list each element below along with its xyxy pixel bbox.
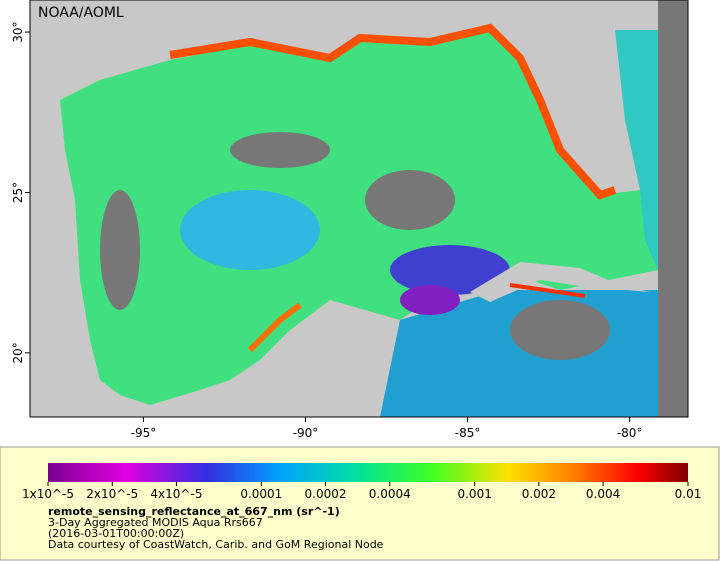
caption-product: 3-Day Aggregated MODIS Aqua Rrs667 bbox=[48, 516, 263, 529]
y-tick-label: 25° bbox=[11, 182, 25, 203]
colorbar-tick-label: 4x10^-5 bbox=[150, 487, 202, 501]
cuba-shelf bbox=[509, 283, 586, 298]
gulf-water bbox=[60, 30, 658, 405]
colorbar-tick-label: 0.0004 bbox=[369, 487, 411, 501]
colorbar-ticks: 1x10^-5 2x10^-5 4x10^-5 0.0001 0.0002 0.0004 0… bbox=[22, 482, 701, 501]
cuba bbox=[470, 262, 650, 302]
map-frame bbox=[29, 0, 689, 418]
watermark: NOAA/AOML bbox=[38, 5, 124, 21]
colorbar-tick-label: 0.0002 bbox=[305, 487, 347, 501]
x-tick-label: -85° bbox=[455, 426, 481, 440]
coastal-high bbox=[247, 302, 302, 353]
no-data bbox=[510, 300, 610, 360]
no-data bbox=[230, 132, 330, 168]
water-patch bbox=[390, 245, 510, 295]
colorbar-tick-label: 0.0001 bbox=[240, 487, 282, 501]
axes: -95° -90° -85° -80° 20° 25° 30° bbox=[11, 21, 642, 440]
y-tick-label: 20° bbox=[11, 342, 25, 363]
colorbar-tick-label: 2x10^-5 bbox=[86, 487, 138, 501]
x-tick-label: -80° bbox=[617, 426, 643, 440]
water-patch bbox=[180, 190, 320, 270]
caption-date: (2016-03-01T00:00:00Z) bbox=[48, 527, 184, 540]
atlantic-water bbox=[615, 30, 658, 270]
x-tick-label: -95° bbox=[131, 426, 157, 440]
no-data bbox=[658, 0, 688, 417]
no-data bbox=[365, 170, 455, 230]
x-tick-label: -90° bbox=[293, 426, 319, 440]
colorbar-tick-label: 0.002 bbox=[522, 487, 556, 501]
coastal-high bbox=[169, 23, 617, 200]
caption-credit: Data courtesy of CoastWatch, Carib. and … bbox=[48, 538, 384, 551]
map: NOAA/AOML bbox=[29, 0, 689, 418]
colorbar-tick-label: 0.01 bbox=[675, 487, 702, 501]
watermark-bg bbox=[32, 2, 132, 22]
water-patch bbox=[400, 285, 460, 315]
caption-variable: remote_sensing_reflectance_at_667_nm (sr… bbox=[48, 505, 340, 518]
no-data bbox=[100, 190, 140, 310]
colorbar-tick-label: 0.004 bbox=[586, 487, 620, 501]
colorbar-tick-label: 1x10^-5 bbox=[22, 487, 74, 501]
y-tick-label: 30° bbox=[11, 21, 25, 42]
colorbar-tick-label: 0.001 bbox=[457, 487, 491, 501]
colorbar bbox=[48, 463, 688, 482]
